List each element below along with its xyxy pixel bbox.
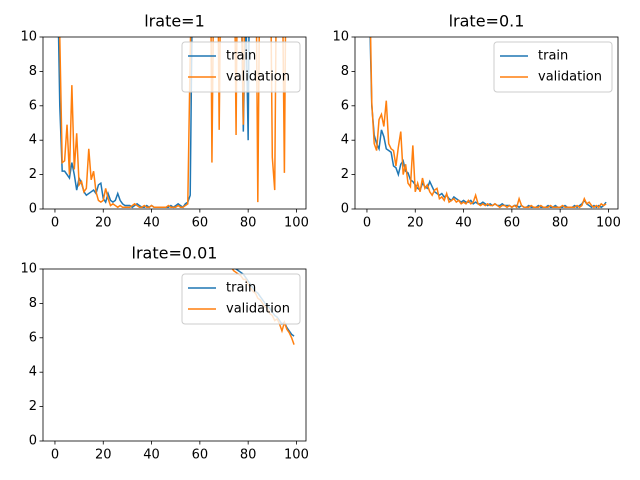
y-tick-label: 2 — [341, 167, 349, 182]
legend-box — [181, 41, 301, 93]
y-tick-label: 2 — [29, 167, 37, 182]
series-line — [59, 37, 287, 209]
x-tick-label: 20 — [95, 216, 112, 231]
legend-label: validation — [538, 70, 602, 85]
x-tick-label: 40 — [143, 448, 160, 463]
legend-label: train — [226, 281, 256, 296]
y-tick-label: 8 — [341, 64, 349, 79]
x-tick-label: 0 — [51, 448, 59, 463]
y-tick-label: 0 — [341, 202, 349, 217]
x-tick-label: 20 — [407, 216, 424, 231]
x-tick-label: 0 — [51, 216, 59, 231]
x-tick-label: 100 — [284, 448, 309, 463]
x-tick-label: 80 — [552, 216, 569, 231]
x-tick-label: 20 — [95, 448, 112, 463]
y-tick-label: 6 — [29, 330, 37, 345]
y-tick-label: 10 — [332, 30, 349, 45]
legend-label: train — [226, 49, 256, 64]
axes-frame — [354, 36, 619, 210]
legend-box — [493, 41, 613, 93]
legend-box — [181, 273, 301, 325]
y-tick-label: 2 — [29, 399, 37, 414]
y-tick-label: 0 — [29, 202, 37, 217]
y-tick-label: 4 — [29, 365, 37, 380]
series-line — [57, 37, 250, 209]
x-tick-label: 100 — [284, 216, 309, 231]
y-tick-label: 6 — [29, 98, 37, 113]
y-tick-label: 4 — [341, 133, 349, 148]
y-tick-label: 10 — [20, 262, 37, 277]
x-tick-label: 40 — [143, 216, 160, 231]
y-tick-label: 8 — [29, 296, 37, 311]
axes-frame — [42, 268, 307, 442]
subplot-title: lrate=0.1 — [449, 12, 525, 31]
subplot-title: lrate=0.01 — [132, 244, 218, 263]
y-tick-label: 8 — [29, 64, 37, 79]
x-tick-label: 80 — [240, 448, 257, 463]
axes-frame — [42, 36, 307, 210]
y-tick-label: 6 — [341, 98, 349, 113]
x-tick-label: 60 — [192, 216, 209, 231]
series-line — [369, 37, 607, 209]
x-tick-label: 40 — [455, 216, 472, 231]
x-tick-label: 0 — [363, 216, 371, 231]
legend-label: validation — [226, 302, 290, 317]
x-tick-label: 60 — [504, 216, 521, 231]
x-tick-label: 100 — [596, 216, 621, 231]
x-tick-label: 80 — [240, 216, 257, 231]
y-tick-label: 10 — [20, 30, 37, 45]
y-tick-label: 0 — [29, 434, 37, 449]
legend-label: train — [538, 49, 568, 64]
legend-label: validation — [226, 70, 290, 85]
x-tick-label: 60 — [192, 448, 209, 463]
y-tick-label: 4 — [29, 133, 37, 148]
subplot-title: lrate=1 — [144, 12, 205, 31]
